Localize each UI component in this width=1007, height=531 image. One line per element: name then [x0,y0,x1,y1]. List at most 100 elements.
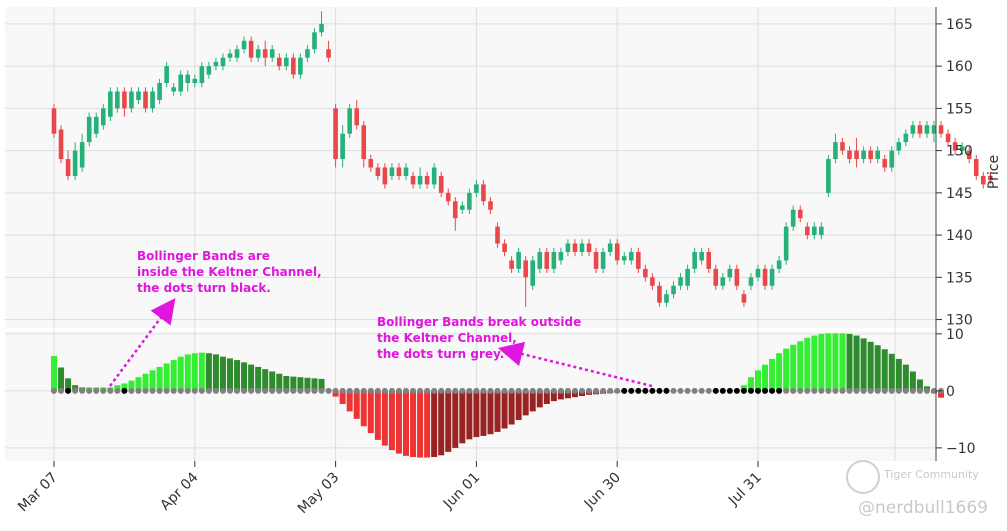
candle-body [826,159,831,193]
momentum-bar [121,383,128,391]
momentum-bar [424,390,431,458]
momentum-bar [790,344,797,391]
squeeze-dot [684,387,691,394]
candle-body [755,268,761,278]
candle-body [966,150,972,160]
momentum-bar [163,363,170,391]
candle-body [931,125,937,134]
candle-body [481,184,486,202]
candle-body [129,91,134,109]
squeeze-dot [452,387,459,394]
momentum-bar [825,333,832,391]
squeeze-dot [501,387,508,394]
candle-body [58,129,64,160]
momentum-bar [445,390,452,452]
squeeze-dot [769,387,776,394]
candle-body [769,268,775,286]
squeeze-dots [51,387,945,394]
candle-body [509,260,514,269]
squeeze-dot [712,387,719,394]
candle-body [206,66,212,75]
squeeze-dot [916,387,923,394]
momentum-bar [529,390,536,412]
candle-body [248,40,254,58]
candle-body [213,61,219,67]
squeeze-dot [663,387,670,394]
squeeze-dot [635,387,642,394]
candle-body [241,40,247,50]
squeeze-dot [459,387,466,394]
momentum-bar [501,390,508,429]
momentum-bar [219,356,226,391]
momentum-bar [269,371,276,391]
y-tick-label: 0 [946,384,955,400]
squeeze-dot [72,387,79,394]
momentum-bar [867,341,874,391]
y-tick-label: 135 [946,270,973,286]
candle-body [291,57,296,75]
candle-body [79,142,85,168]
annotation-arrow [497,341,653,388]
candle-body [72,150,78,176]
candle-body [819,226,824,236]
squeeze-dot [339,387,346,394]
candle-body [833,142,838,160]
momentum-bar [853,335,860,391]
squeeze-dot [909,387,916,394]
squeeze-dot [163,387,170,394]
momentum-bar [297,377,304,391]
squeeze-dot [114,387,121,394]
candle-body [628,251,634,261]
momentum-bar [818,333,825,391]
candle-body [980,175,986,185]
momentum-bar [65,378,72,391]
candle-body [417,175,423,185]
y-tick-label: 155 [946,101,973,117]
momentum-bar [262,369,269,391]
momentum-bar [776,353,783,391]
candlesticks [51,11,993,307]
candle-body [269,49,275,58]
momentum-bar [536,390,543,408]
candle-body [938,125,944,134]
momentum-bar [311,378,318,391]
squeeze-dot [733,387,740,394]
squeeze-dot [128,387,135,394]
candle-body [86,116,92,143]
squeeze-dot [403,387,409,394]
momentum-bar [255,366,262,391]
squeeze-dot [410,387,417,394]
momentum-bar [874,345,881,391]
momentum-bar [205,353,212,391]
momentum-bar [142,373,149,391]
candle-body [614,243,620,261]
candle-body [572,243,578,252]
candle-body [664,294,669,303]
candle-body [748,277,754,286]
candle-body [171,87,176,92]
candle-body [734,268,740,286]
momentum-bar [241,362,248,391]
squeeze-dot [564,387,571,394]
candle-body [692,251,697,269]
momentum-bar [755,370,761,391]
candle-body [699,251,704,261]
candle-body [326,49,331,58]
candle-body [586,243,592,252]
squeeze-dot [839,387,846,394]
squeeze-dot [473,387,480,394]
momentum-bar [212,354,219,391]
candle-body [657,285,662,303]
candle-body [438,175,444,193]
candle-body [720,277,726,286]
candle-body [100,108,106,126]
candle-body [600,251,606,269]
candle-body [847,150,852,160]
squeeze-dot [522,387,529,394]
squeeze-dot [219,387,226,394]
momentum-bar [128,380,135,391]
squeeze-dot [438,387,445,394]
y-tick-label: 150 [946,144,973,160]
momentum-bar [374,390,381,440]
candle-body [467,192,472,210]
